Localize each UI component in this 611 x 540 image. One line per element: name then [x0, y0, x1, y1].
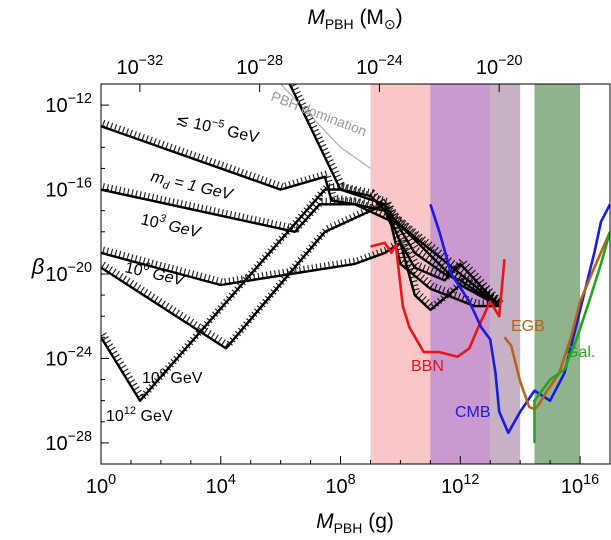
- axis-ticks-group: 100 104 108 1012 1016 10−32 10−28 10−24 10−20 10−…: [45, 53, 611, 498]
- shaded-region-gal: [534, 84, 581, 464]
- constraint-curve-bbn: [370, 241, 506, 359]
- constraint-label-cmb: CMB: [455, 404, 491, 421]
- shaded-region-egb: [490, 84, 521, 464]
- constraint-label-gal: Gal.: [566, 344, 595, 361]
- constraint-curve-egb: [503, 231, 610, 411]
- pbh-curve-hatching-0: [289, 84, 503, 307]
- x2-tick-label-3: 10−20: [476, 53, 523, 79]
- pbh-curve-2: [101, 188, 500, 308]
- y-tick-label-1: 10−16: [45, 176, 92, 202]
- x2-axis-label: MPBH (M⊙): [307, 6, 402, 32]
- x2-tick-label-2: 10−24: [356, 53, 403, 79]
- constraint-curve-gal: [533, 231, 610, 443]
- y-tick-label-3: 10−24: [45, 344, 92, 370]
- pbh-curve-label-5: 1012 GeV: [106, 405, 173, 425]
- x2-tick-label-1: 10−28: [236, 53, 283, 79]
- constraint-label-bbn: BBN: [411, 358, 444, 375]
- x-tick-label-0: 100: [86, 472, 116, 498]
- x-tick-label-1: 104: [206, 472, 236, 498]
- x-tick-label-4: 1016: [561, 472, 599, 498]
- x-tick-label-3: 1012: [441, 472, 479, 498]
- y-axis-label: β: [31, 254, 45, 279]
- pbh-curve-hatching-1: [101, 119, 504, 306]
- x2-tick-label-0: 10−32: [117, 53, 164, 79]
- pbh-curve-4: [101, 203, 501, 350]
- pbh-curves-group: [101, 84, 504, 404]
- pbh-curve-label-4: 109 GeV: [142, 367, 203, 387]
- x-axis-label: MPBH (g): [316, 510, 394, 535]
- y-tick-label-2: 10−20: [45, 260, 92, 286]
- y-tick-label-4: 10−28: [45, 429, 92, 455]
- constraint-label-egb: EGB: [511, 318, 545, 335]
- x-tick-label-2: 108: [325, 472, 355, 498]
- constraint-curves-group: [370, 203, 610, 443]
- y-tick-label-0: 10−12: [45, 91, 92, 117]
